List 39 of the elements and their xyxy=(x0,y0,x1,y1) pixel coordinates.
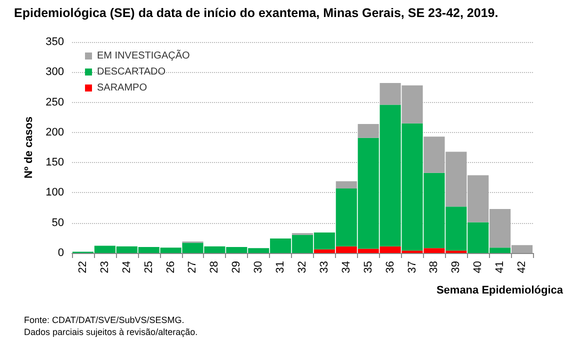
x-tick-label: 23 xyxy=(98,261,111,274)
legend-label: DESCARTADO xyxy=(97,66,166,78)
x-tick-label: 31 xyxy=(274,261,287,274)
x-tick-label: 38 xyxy=(428,261,440,274)
x-tick-label: 35 xyxy=(362,261,374,274)
x-tick-label: 42 xyxy=(516,261,528,274)
y-axis-title: Nº de casos xyxy=(23,116,36,179)
x-tick-label: 30 xyxy=(252,261,265,274)
y-tick-label: 50 xyxy=(52,216,64,229)
x-tick-label: 36 xyxy=(384,261,396,274)
bar xyxy=(358,124,379,138)
legend-label: EM INVESTIGAÇÃO xyxy=(97,50,190,62)
legend-label: SARAMPO xyxy=(97,82,148,94)
x-tick-label: 27 xyxy=(186,261,199,274)
x-tick-label: 26 xyxy=(164,261,177,274)
y-tick-label: 0 xyxy=(58,247,64,259)
y-tick-label: 350 xyxy=(46,36,64,48)
x-tick-label: 28 xyxy=(208,261,221,274)
x-tick-label: 34 xyxy=(340,261,352,274)
x-tick-label: 25 xyxy=(142,261,155,274)
x-tick-label: 24 xyxy=(120,261,133,274)
x-tick-label: 37 xyxy=(406,261,418,274)
x-tick-label: 32 xyxy=(296,261,308,274)
y-tick-label: 150 xyxy=(46,156,64,169)
x-tick-label: 40 xyxy=(472,261,484,274)
x-tick-label: 33 xyxy=(318,261,330,274)
bar xyxy=(336,181,357,188)
y-tick-label: 200 xyxy=(46,126,64,138)
x-axis-title: Semana Epidemiológica xyxy=(436,284,564,296)
x-tick-label: 41 xyxy=(494,261,506,274)
x-tick-label: 29 xyxy=(230,261,243,274)
text: Dados parciais sujeitos à revisão/alteração. xyxy=(24,327,198,337)
chart-title: Epidemiológica (SE) da data de início do exantema, Minas Gerais, SE 23-42, 2019. xyxy=(14,6,498,20)
source-note: Fonte: CDAT/DAT/SVE/SubVS/SESMG. xyxy=(24,315,184,325)
y-tick-label: 100 xyxy=(46,186,64,199)
x-tick-label: 39 xyxy=(450,261,462,274)
y-tick-label: 250 xyxy=(46,96,64,108)
y-tick-label: 300 xyxy=(46,66,64,78)
x-tick-label: 22 xyxy=(76,261,89,274)
